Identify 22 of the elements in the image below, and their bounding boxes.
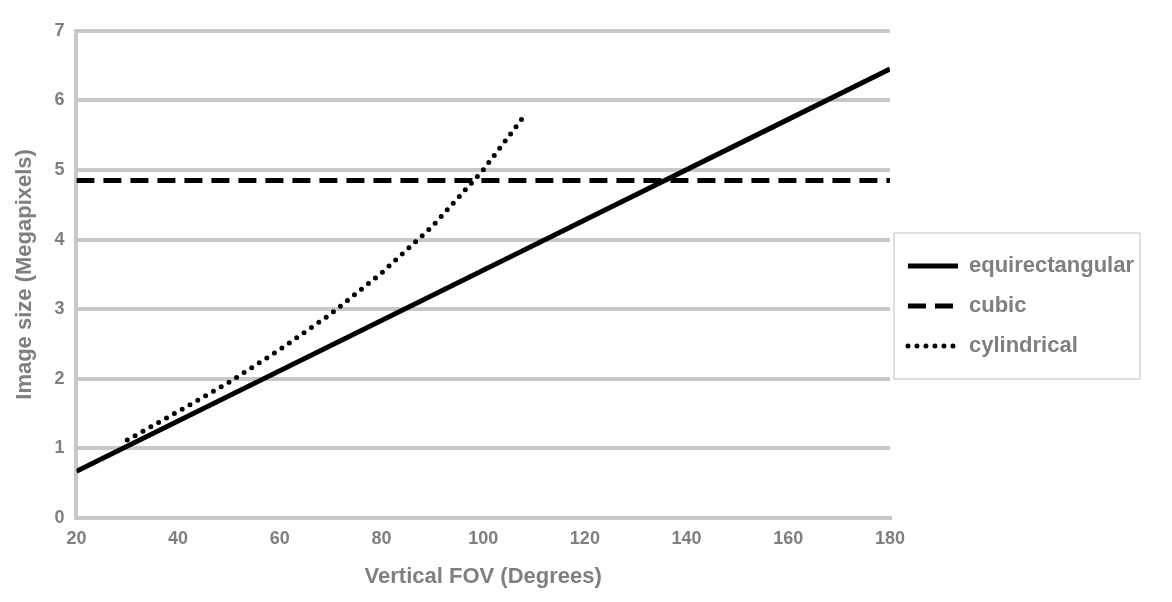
y-tick-label: 5: [54, 158, 65, 179]
x-axis-title: Vertical FOV (Degrees): [364, 562, 602, 588]
legend-label: equirectangular: [968, 252, 1135, 278]
legend-label: cubic: [968, 292, 1027, 318]
y-tick-label: 3: [54, 298, 65, 319]
x-tick-label: 20: [66, 527, 87, 548]
x-tick-label: 120: [569, 527, 600, 548]
x-tick-label: 40: [168, 527, 189, 548]
x-tick-label: 180: [874, 527, 905, 548]
y-tick-label: 2: [54, 367, 65, 388]
x-tick-label: 140: [671, 527, 702, 548]
legend-label: cylindrical: [968, 332, 1078, 358]
x-tick-label: 100: [468, 527, 499, 548]
y-axis-title: Image size (Megapixels): [11, 149, 37, 400]
y-tick-label: 6: [54, 89, 65, 110]
y-tick-label: 0: [54, 506, 65, 527]
x-tick-label: 80: [371, 527, 392, 548]
x-tick-label: 160: [773, 527, 804, 548]
y-tick-label: 1: [54, 437, 65, 458]
x-tick-label: 60: [269, 527, 290, 548]
y-tick-label: 4: [54, 228, 65, 249]
y-tick-label: 7: [54, 19, 65, 40]
